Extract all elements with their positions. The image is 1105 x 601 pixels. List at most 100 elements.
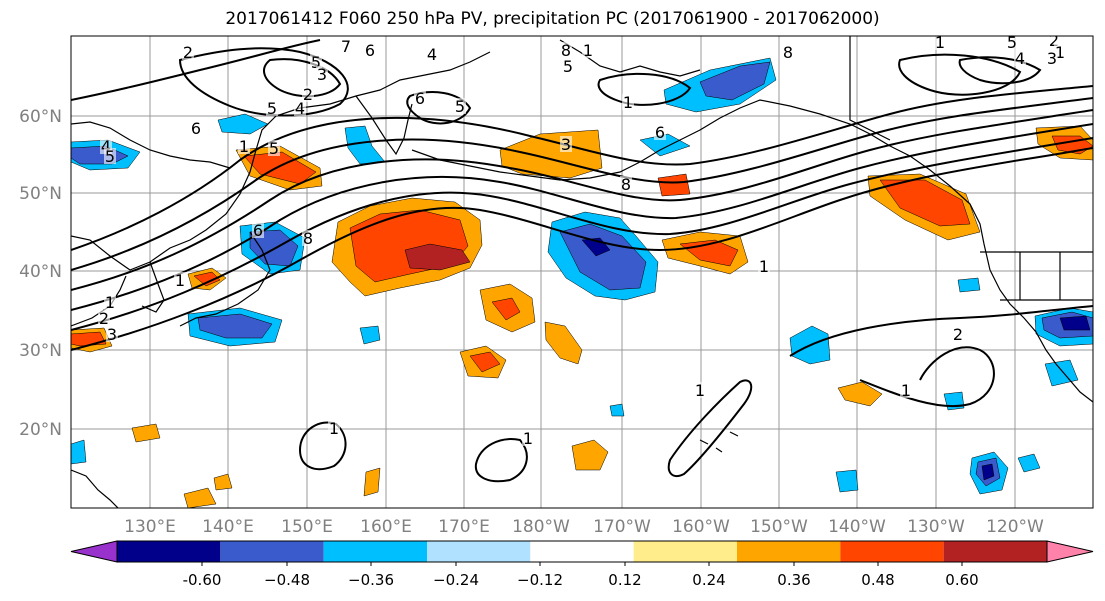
- north-america-coastline: [989, 269, 1093, 403]
- siberia-coastline: [71, 121, 231, 169]
- contour-label: 6: [253, 221, 263, 240]
- contour-label-bg: [934, 36, 946, 50]
- pv-contour: [597, 72, 692, 106]
- pv-contour: [178, 47, 349, 117]
- longitude-label: 150°W: [750, 517, 808, 537]
- contour-label-bg: [106, 326, 118, 342]
- contour-label-bg: [1014, 50, 1026, 66]
- pv-contour: [958, 56, 1042, 85]
- pv-contour: [71, 137, 1093, 331]
- state-borders: [1000, 252, 1093, 301]
- negative-anomaly-blob: [1059, 315, 1091, 331]
- contour-label: 3: [561, 135, 571, 154]
- pv-contour: [474, 438, 528, 483]
- contour-label-bg: [900, 382, 912, 398]
- contour-label-bg: [182, 44, 194, 60]
- contour-label-bg: [190, 120, 202, 136]
- contour-label-bg: [268, 140, 280, 156]
- colorbar-box: [943, 541, 1047, 562]
- contour-label: 1: [583, 41, 593, 60]
- colorbar-extend-high: [1046, 540, 1094, 563]
- contour-label: 1: [759, 257, 769, 276]
- contour-label-bg: [654, 124, 666, 140]
- latitude-label: 60°N: [19, 107, 62, 127]
- contour-label: 1: [329, 419, 339, 438]
- longitude-label: 140°W: [828, 517, 886, 537]
- contour-label: 1: [175, 271, 185, 290]
- negative-anomaly-blob: [699, 61, 771, 101]
- contour-label-bg: [758, 258, 770, 274]
- negative-anomaly-blob: [981, 463, 995, 481]
- contour-label: 8: [783, 43, 793, 62]
- contour-label-bg: [104, 294, 116, 310]
- contour-label-bg: [294, 100, 306, 116]
- colorbar-box: [117, 541, 221, 562]
- positive-anomaly-blob: [404, 243, 471, 271]
- positive-anomaly-blob: [183, 487, 217, 508]
- contour-label-bg: [622, 94, 634, 110]
- contour-label: 1: [105, 293, 115, 312]
- pv-contour: [406, 91, 472, 125]
- pv-contour: [71, 97, 1093, 271]
- contour-label: 3: [107, 325, 117, 344]
- positive-anomaly-blob: [363, 467, 381, 497]
- contour-label-bg: [582, 42, 594, 58]
- colorbar-tick-label: −0.24: [433, 571, 479, 589]
- positive-anomaly-blob: [657, 173, 691, 197]
- colorbar-tick-label: −0.48: [264, 571, 310, 589]
- positive-anomaly-blob: [571, 439, 609, 471]
- contour-label-bg: [694, 382, 706, 398]
- contour-label: 5: [563, 57, 573, 76]
- contour-label-bg: [426, 46, 438, 62]
- colorbar-box: [220, 541, 324, 562]
- contour-label: 4: [101, 137, 111, 156]
- contour-label: 5: [105, 147, 115, 166]
- positive-anomaly-blob: [213, 473, 233, 491]
- colorbar-tick-label: 0.48: [861, 571, 894, 589]
- negative-anomaly-blob: [197, 313, 273, 339]
- colorbar-extend-low: [70, 540, 118, 563]
- longitude-label: 170°W: [593, 517, 651, 537]
- colorbar-box: [633, 541, 737, 562]
- alaska-coastline: [639, 99, 991, 271]
- contour-label-bg: [782, 44, 794, 60]
- contour-label: 2: [953, 325, 963, 344]
- colorbar-tick-label: 0.24: [692, 571, 725, 589]
- latitude-label: 20°N: [19, 420, 62, 440]
- contour-label: 1: [523, 429, 533, 448]
- contour-label-bg: [302, 230, 314, 246]
- contour-label: 3: [317, 65, 327, 84]
- negative-anomaly-blob: [957, 277, 981, 293]
- coastlines: [71, 36, 1093, 508]
- positive-anomaly-blob: [491, 297, 521, 321]
- negative-anomaly-blob: [559, 223, 647, 291]
- contour-label-bg: [454, 98, 466, 114]
- contour-label: 5: [269, 139, 279, 158]
- contour-label: 5: [311, 53, 321, 72]
- pv-contour: [71, 39, 321, 101]
- contour-label: 4: [427, 45, 437, 64]
- contour-label: 8: [303, 229, 313, 248]
- contour-label: 1: [239, 137, 249, 156]
- contour-label-bg: [562, 58, 574, 74]
- pv-contour: [71, 109, 1093, 291]
- negative-anomaly-blob: [359, 325, 381, 345]
- contour-label: 1: [695, 381, 705, 400]
- negative-anomaly-blob: [1017, 453, 1041, 473]
- contour-label: 2: [183, 43, 193, 62]
- longitude-label: 180°W: [512, 517, 570, 537]
- colorbar-box: [737, 541, 841, 562]
- contour-label-bg: [340, 38, 352, 54]
- contour-label: 7: [341, 37, 351, 56]
- negative-anomaly-blob: [609, 403, 625, 417]
- positive-anomaly-blob: [879, 179, 971, 227]
- negative-anomaly-blob: [71, 439, 87, 465]
- contour-label-bg: [266, 100, 278, 116]
- colorbar-tick-label: 0.60: [945, 571, 978, 589]
- colorbar-tick-label: -0.60: [183, 571, 222, 589]
- positive-anomaly-blob: [469, 351, 501, 373]
- pv-contour: [298, 421, 347, 471]
- pv-contour: [667, 379, 753, 478]
